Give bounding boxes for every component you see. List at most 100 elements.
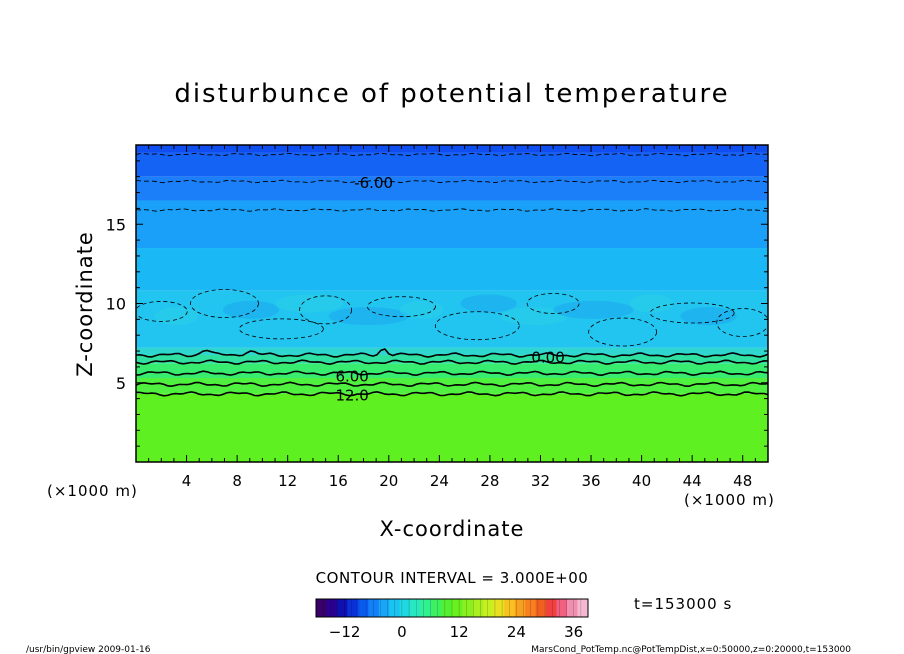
x-tick-label: 32 (531, 472, 550, 490)
colorbar-swatch (472, 599, 484, 617)
contour-line (136, 301, 188, 322)
contour-label: 12.0 (335, 386, 368, 404)
time-text: t=153000 s (634, 595, 732, 613)
colorbar-swatch (316, 599, 327, 617)
colorbar-tick-label: 12 (450, 623, 469, 641)
colorbar-swatch (441, 599, 453, 617)
colorbar-swatch (399, 599, 411, 617)
contour-line (136, 179, 768, 184)
contour-line (136, 152, 768, 157)
colorbar-tick-label: 36 (564, 623, 583, 641)
colorbar-swatch (420, 599, 432, 617)
field-band (136, 176, 768, 201)
field-patch (275, 294, 344, 313)
contour-interval-text: CONTOUR INTERVAL = 3.000E+00 (316, 569, 589, 587)
colorbar-swatch (462, 599, 474, 617)
colorbar-tick-label: 24 (507, 623, 526, 641)
contour-line (136, 359, 768, 366)
field-shading (136, 145, 768, 462)
x-tick-label: 48 (733, 472, 752, 490)
footer-right: MarsCond_PotTemp.nc@PotTempDist,x=0:5000… (531, 645, 851, 654)
colorbar-swatch (368, 599, 380, 617)
colorbar-swatch (326, 599, 338, 617)
colorbar-swatch (577, 599, 589, 617)
colorbar-swatch (556, 599, 568, 617)
contour-lines (136, 152, 768, 397)
field-band (136, 355, 768, 364)
contour-label: -6.00 (354, 174, 393, 192)
x-tick-label: 4 (182, 472, 192, 490)
contour-line (136, 381, 768, 388)
x-tick-label: 28 (480, 472, 499, 490)
colorbar-swatch (546, 599, 557, 617)
x-tick-label: 44 (683, 472, 702, 490)
field-patch (553, 300, 634, 319)
field-patch (328, 307, 409, 326)
y-axis-label: Z-coordinate (73, 231, 97, 377)
x-tick-label: 16 (329, 472, 348, 490)
colorbar-tick-label: 0 (397, 623, 407, 641)
field-patch (399, 300, 444, 319)
colorbar-swatch (389, 599, 400, 617)
field-band (136, 200, 768, 249)
contour-label: 6.00 (335, 367, 368, 385)
contour-line (238, 318, 324, 340)
y-axis: 5 10 15 (106, 160, 768, 447)
field-band (136, 393, 768, 462)
colorbar-swatch (535, 599, 547, 617)
contour-line (190, 289, 259, 318)
field-band (136, 152, 768, 177)
contour-line (136, 370, 768, 377)
y-tick-label: 5 (116, 374, 126, 393)
x-tick-label: 8 (232, 472, 242, 490)
colorbar-swatch (504, 599, 516, 617)
colorbar-swatch (378, 599, 390, 617)
field-patch (500, 307, 569, 326)
colorbar-swatch (357, 599, 369, 617)
footer-left: /usr/bin/gpview 2009-01-16 (26, 645, 151, 654)
colorbar-swatch (525, 599, 536, 617)
field-patch (629, 294, 674, 313)
colorbar-swatch (567, 599, 578, 617)
field-patch (460, 294, 517, 313)
x-axis: 4 8 12 16 20 24 28 32 36 40 44 48 (148, 145, 756, 490)
contour-line (716, 308, 768, 337)
contour-line (299, 295, 353, 325)
y-tick-label: 15 (106, 215, 126, 234)
contour-line (136, 390, 768, 397)
contour-label: 0.00 (531, 348, 564, 366)
field-patch (680, 307, 737, 326)
colorbar-swatch (347, 599, 359, 617)
colorbar-frame (315, 598, 589, 618)
colorbar-swatch (452, 599, 463, 617)
colorbar-swatch (493, 599, 505, 617)
colorbar-swatch (483, 599, 495, 617)
field-band (136, 363, 768, 378)
x-tick-label: 36 (581, 472, 600, 490)
colorbar-swatch (431, 599, 442, 617)
field-band (136, 290, 768, 348)
x-unit-right: (×1000 m) (684, 491, 775, 509)
contour-line (526, 293, 580, 314)
chart-title: disturbunce of potential temperature (174, 79, 729, 109)
y-tick-label: 10 (106, 295, 126, 314)
field-band (136, 347, 768, 356)
field-patch (223, 300, 280, 319)
contour-line (136, 348, 768, 358)
x-axis-label: X-coordinate (380, 517, 525, 541)
contour-line (367, 296, 436, 318)
contour-line (649, 302, 735, 324)
x-tick-label: 20 (379, 472, 398, 490)
colorbar: −12 0 12 24 36 (315, 598, 589, 641)
x-tick-label: 24 (430, 472, 449, 490)
contour-line (434, 311, 520, 341)
field-patch (154, 307, 199, 326)
x-unit-left: (×1000 m) (47, 482, 138, 500)
colorbar-swatch (410, 599, 421, 617)
contour-line (136, 208, 768, 212)
colorbar-swatch (336, 599, 348, 617)
contour-line (588, 317, 658, 347)
colorbar-tick-label: −12 (329, 623, 361, 641)
